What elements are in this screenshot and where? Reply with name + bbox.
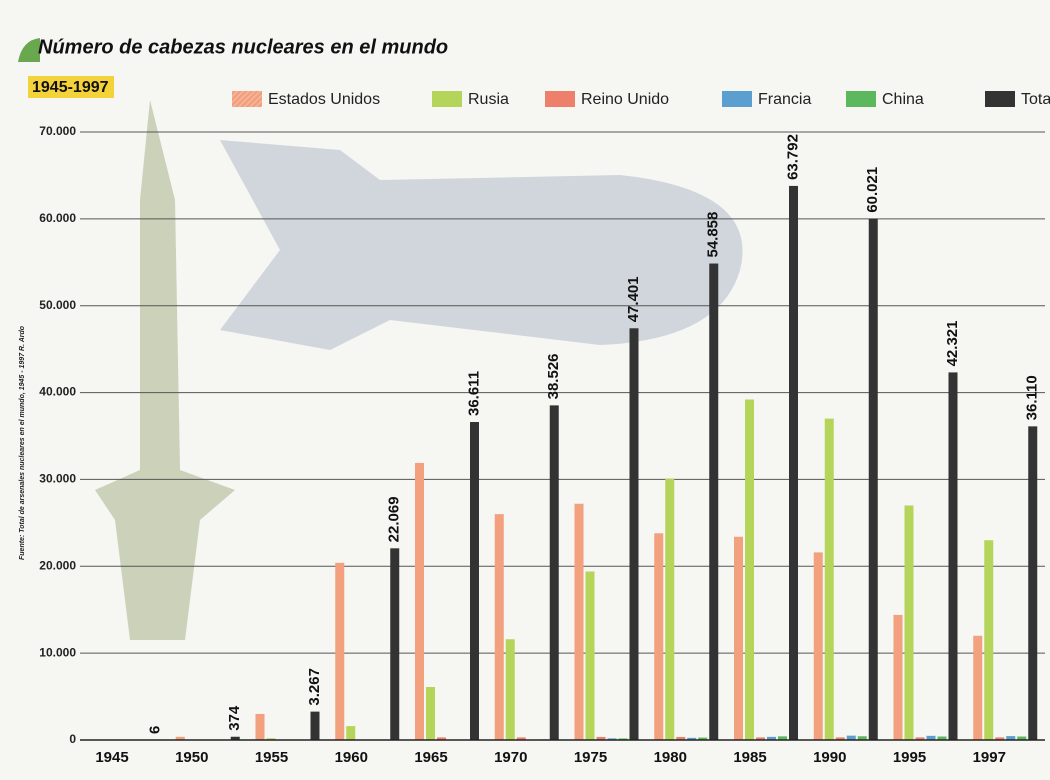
value-label: 63.792 bbox=[784, 134, 801, 180]
subtitle: 1945-1997 bbox=[32, 79, 109, 96]
legend-swatch-hatch bbox=[232, 91, 262, 107]
y-tick-label: 40.000 bbox=[39, 385, 76, 399]
bar bbox=[630, 328, 639, 740]
legend-swatch bbox=[545, 91, 575, 107]
value-label: 60.021 bbox=[864, 167, 881, 213]
bar bbox=[734, 537, 743, 740]
value-label: 22.069 bbox=[386, 496, 403, 542]
y-tick-label: 0 bbox=[69, 732, 76, 746]
legend-label: Total bbox=[1021, 91, 1050, 108]
legend-label: China bbox=[882, 91, 924, 108]
bar bbox=[415, 463, 424, 740]
value-label: 38.526 bbox=[545, 353, 562, 399]
x-tick-label: 1997 bbox=[973, 749, 1006, 766]
x-tick-label: 1965 bbox=[414, 749, 447, 766]
legend-label: Reino Unido bbox=[581, 91, 669, 108]
source: Fuente: Total de arsenales nucleares en … bbox=[19, 325, 26, 560]
bar bbox=[949, 372, 958, 740]
bar bbox=[984, 540, 993, 740]
value-label: 374 bbox=[226, 705, 243, 731]
y-tick-label: 60.000 bbox=[39, 211, 76, 225]
bar bbox=[973, 636, 982, 740]
y-tick-label: 10.000 bbox=[39, 645, 76, 659]
legend-label: Rusia bbox=[468, 91, 509, 108]
x-tick-label: 1945 bbox=[95, 749, 128, 766]
x-tick-label: 1990 bbox=[813, 749, 846, 766]
bar bbox=[346, 726, 355, 740]
value-label: 42.321 bbox=[944, 321, 961, 367]
chart: Número de cabezas nucleares en el mundo … bbox=[0, 0, 1050, 780]
y-tick-label: 70.000 bbox=[39, 124, 76, 138]
bar bbox=[256, 714, 265, 740]
value-label: 3.267 bbox=[306, 668, 323, 706]
value-label: 36.110 bbox=[1024, 375, 1041, 420]
bar bbox=[426, 687, 435, 740]
bar bbox=[470, 422, 479, 740]
bar bbox=[335, 563, 344, 740]
legend-swatch bbox=[722, 91, 752, 107]
bar bbox=[586, 571, 595, 740]
value-label: 36.611 bbox=[465, 371, 482, 416]
value-label: 54.858 bbox=[705, 212, 722, 258]
bar bbox=[390, 548, 399, 740]
bar bbox=[1028, 426, 1037, 740]
bar bbox=[894, 615, 903, 740]
x-tick-label: 1970 bbox=[494, 749, 527, 766]
y-tick-label: 20.000 bbox=[39, 558, 76, 572]
x-tick-label: 1980 bbox=[654, 749, 687, 766]
y-tick-label: 50.000 bbox=[39, 298, 76, 312]
chart-title: Número de cabezas nucleares en el mundo bbox=[38, 36, 448, 58]
bar bbox=[905, 505, 914, 740]
bar bbox=[709, 264, 718, 740]
legend-label: Francia bbox=[758, 91, 811, 108]
x-tick-label: 1950 bbox=[175, 749, 208, 766]
bar bbox=[550, 405, 559, 740]
bar bbox=[311, 712, 320, 740]
bar bbox=[789, 186, 798, 740]
bar bbox=[745, 400, 754, 740]
bar bbox=[869, 219, 878, 740]
bar bbox=[495, 514, 504, 740]
bar bbox=[506, 639, 515, 740]
x-tick-label: 1955 bbox=[255, 749, 288, 766]
bar bbox=[575, 504, 584, 740]
bar bbox=[825, 419, 834, 740]
legend-swatch bbox=[846, 91, 876, 107]
legend-swatch bbox=[985, 91, 1015, 107]
value-label: 6 bbox=[146, 726, 163, 734]
legend-label: Estados Unidos bbox=[268, 91, 380, 108]
x-tick-label: 1995 bbox=[893, 749, 926, 766]
x-tick-label: 1985 bbox=[733, 749, 766, 766]
legend-swatch bbox=[432, 91, 462, 107]
bar bbox=[665, 479, 674, 740]
bar bbox=[814, 552, 823, 740]
x-tick-label: 1960 bbox=[335, 749, 368, 766]
y-tick-label: 30.000 bbox=[39, 472, 76, 486]
x-tick-label: 1975 bbox=[574, 749, 607, 766]
bar bbox=[654, 533, 663, 740]
value-label: 47.401 bbox=[625, 276, 642, 322]
